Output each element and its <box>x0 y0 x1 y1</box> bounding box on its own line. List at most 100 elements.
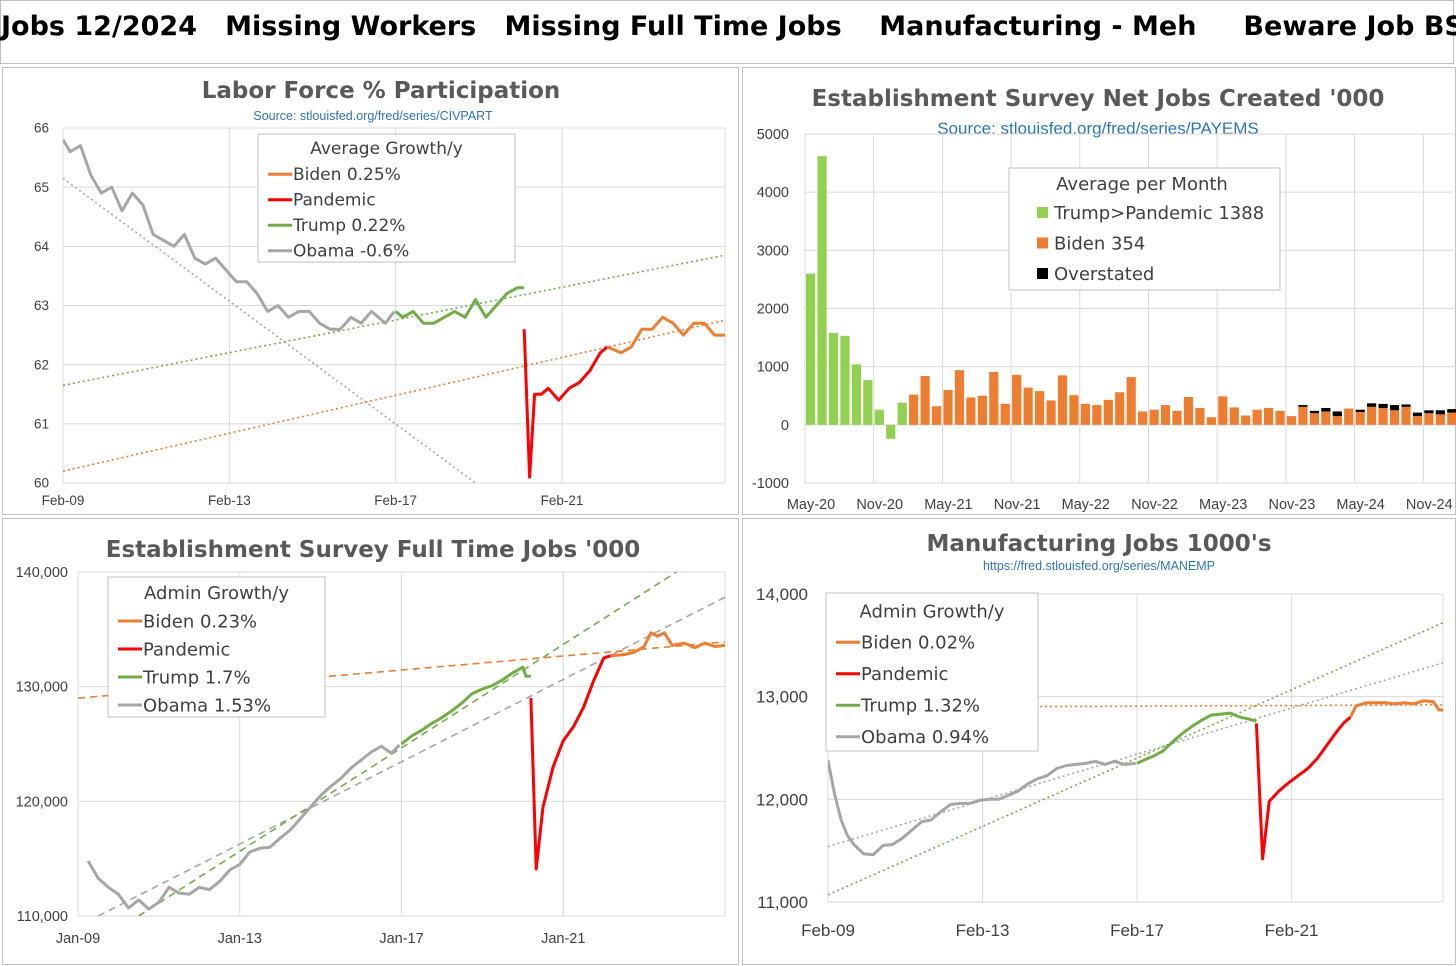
bar-overstated <box>1298 405 1308 407</box>
y-tick-label: 4000 <box>757 185 789 201</box>
y-tick-label: 2000 <box>757 302 789 318</box>
y-tick-label: 61 <box>34 417 49 432</box>
y-tick-label: 3000 <box>757 243 789 259</box>
legend-label: Trump>Pandemic 1388 <box>1053 203 1264 224</box>
y-tick-label: 62 <box>34 357 49 372</box>
bar-biden <box>1218 396 1228 425</box>
x-tick-label: May-23 <box>1199 497 1247 513</box>
lfpr-chart: Labor Force % Participation Source: stlou… <box>34 78 726 508</box>
bar-overstated <box>1389 405 1400 411</box>
legend-label: Biden 0.23% <box>143 611 257 632</box>
x-tick-label: Jan-17 <box>379 931 423 947</box>
bar-trump <box>828 332 839 425</box>
bar-biden <box>977 395 987 425</box>
bar-biden <box>1389 410 1400 425</box>
legend-label: Trump 1.7% <box>142 667 251 688</box>
legend-box <box>257 133 516 263</box>
legend-label: Trump 0.22% <box>292 216 405 236</box>
y-tick-label: 12,000 <box>756 790 808 809</box>
page-title: Jobs 12/2024 Missing Workers Missing Ful… <box>1 11 1456 42</box>
series-line-pandemic <box>1254 716 1352 861</box>
bar-biden <box>931 406 942 425</box>
source-label: https://fred.stlouisfed.org/series/MANEM… <box>983 559 1215 573</box>
bar-biden <box>1332 416 1342 425</box>
bar-overstated <box>1309 410 1319 414</box>
x-tick-label: May-20 <box>787 497 835 513</box>
legend-label: Pandemic <box>143 639 230 660</box>
legend-label: Biden 354 <box>1054 234 1145 255</box>
legend-label: Trump 1.32% <box>860 696 980 717</box>
series-line-trump <box>394 286 525 325</box>
trendline <box>828 622 1443 896</box>
bar-biden <box>1344 408 1354 425</box>
bar-biden <box>1092 405 1102 425</box>
bar-trump <box>806 273 816 425</box>
legend-label: Obama -0.6% <box>293 242 409 262</box>
trendline <box>63 254 725 387</box>
bar-biden <box>1401 406 1411 425</box>
bar-biden <box>1035 391 1045 425</box>
legend-swatch <box>1037 237 1048 249</box>
bar-trump <box>817 156 827 425</box>
y-tick-label: 63 <box>34 298 49 313</box>
bar-biden <box>954 370 965 425</box>
series-line-pandemic <box>529 654 612 871</box>
y-tick-label: 64 <box>34 239 50 254</box>
bar-biden <box>1309 413 1319 425</box>
bar-biden <box>1080 403 1090 425</box>
x-tick-label: Feb-09 <box>801 921 855 940</box>
x-tick-label: Nov-22 <box>1131 497 1178 513</box>
y-tick-label: 60 <box>34 476 49 491</box>
y-tick-label: 110,000 <box>17 909 68 925</box>
y-tick-label: 65 <box>34 180 49 195</box>
x-tick-label: Feb-17 <box>1110 921 1164 940</box>
bar-biden <box>1195 407 1205 425</box>
bar-overstated <box>1401 404 1411 407</box>
bar-biden <box>1286 416 1297 425</box>
bar-trump <box>897 402 907 425</box>
bar-overstated <box>1378 403 1388 408</box>
series-line-obama <box>828 759 1137 857</box>
y-tick-label: -1000 <box>752 476 789 492</box>
x-tick-label: Nov-24 <box>1406 497 1453 513</box>
trendline <box>63 319 725 472</box>
bar-biden <box>1000 403 1010 425</box>
bar-biden <box>1378 407 1388 425</box>
x-tick-label: Nov-23 <box>1269 497 1316 513</box>
bar-biden <box>909 394 919 425</box>
series-line-trump <box>400 665 531 746</box>
bar-biden <box>1149 409 1159 425</box>
bar-biden <box>920 375 930 425</box>
legend-title: Admin Growth/y <box>144 583 289 604</box>
bar-biden <box>1057 375 1068 425</box>
bar-biden <box>1355 412 1365 425</box>
legend-title: Admin Growth/y <box>860 602 1005 623</box>
bar-biden <box>966 397 976 425</box>
x-tick-label: Feb-13 <box>956 921 1010 940</box>
series-line-biden <box>610 631 725 658</box>
y-tick-label: 5000 <box>757 127 789 143</box>
legend-label: Pandemic <box>861 664 948 685</box>
bar-trump <box>886 424 896 439</box>
series-line-obama <box>63 139 396 331</box>
bar-biden <box>1298 406 1308 425</box>
fulltime-jobs-chart: Establishment Survey Full Time Jobs '000… <box>16 537 726 947</box>
bar-biden <box>1138 411 1148 425</box>
x-tick-label: May-24 <box>1336 497 1384 513</box>
bar-trump <box>851 364 861 425</box>
x-tick-label: Jan-13 <box>218 931 262 947</box>
bar-biden <box>1069 395 1079 425</box>
chart-title: Manufacturing Jobs 1000's <box>926 531 1271 557</box>
bar-biden <box>1321 411 1331 425</box>
y-tick-label: 130,000 <box>16 680 68 696</box>
x-tick-label: Feb-21 <box>1265 921 1319 940</box>
fulltime-jobs-chart-panel: Establishment Survey Full Time Jobs '000… <box>2 518 739 965</box>
legend-title: Average per Month <box>1056 174 1228 195</box>
bar-biden <box>1023 387 1033 425</box>
series-line-pandemic <box>522 329 609 479</box>
bar-overstated <box>1412 412 1423 417</box>
series-line-trump <box>1136 711 1257 765</box>
bar-biden <box>1183 396 1194 425</box>
source-label: Source: stlouisfed.org/fred/series/CIVPA… <box>253 109 493 123</box>
y-tick-label: 120,000 <box>16 794 68 810</box>
